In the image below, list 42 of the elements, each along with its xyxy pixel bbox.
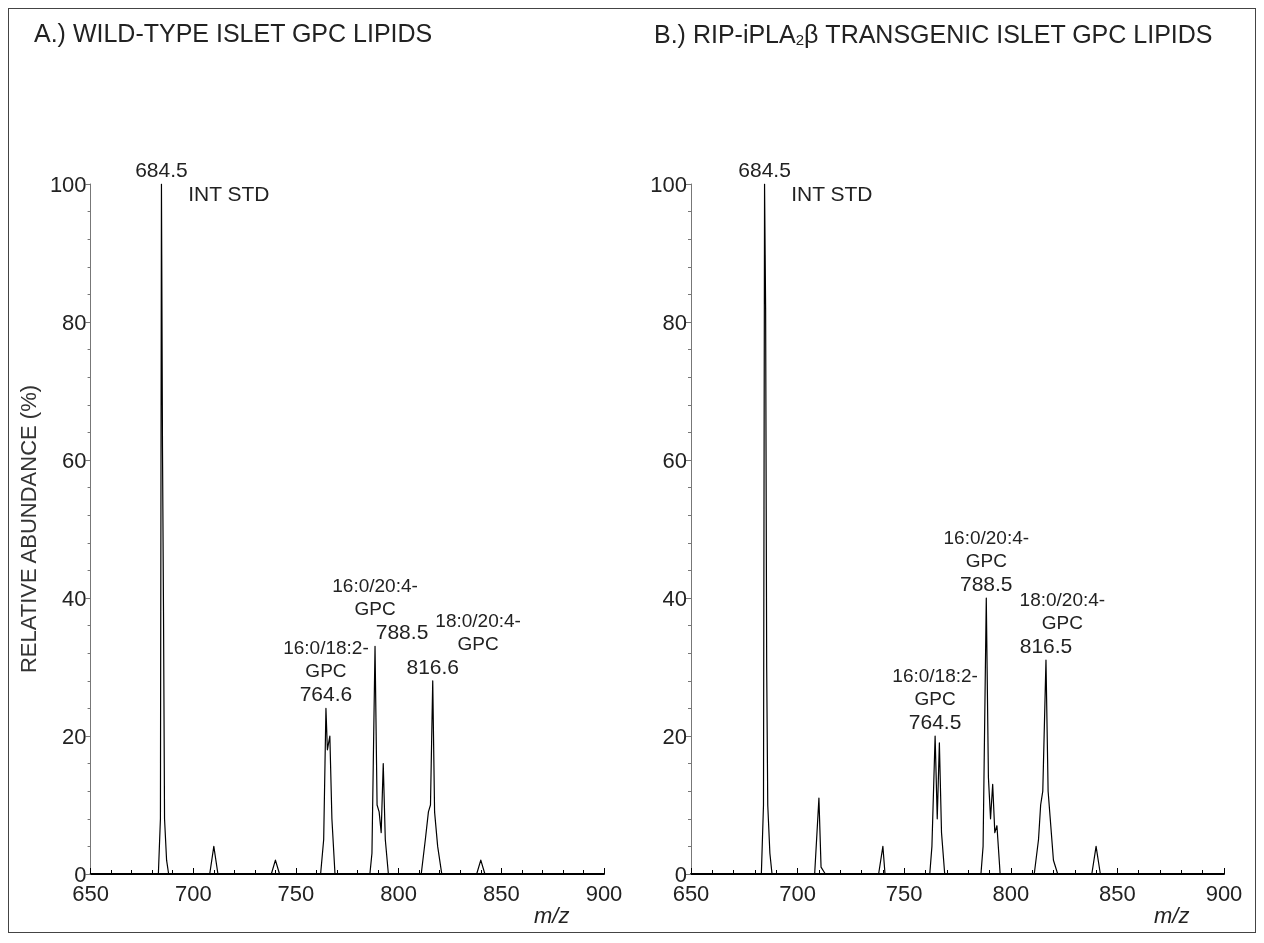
annotation: 16:0/20:4- GPC [332,575,418,620]
x-tick-label: 900 [585,880,623,906]
annotation: 16:0/18:2- GPC [283,637,369,682]
y-tick-label: 0 [674,861,687,887]
annotation: 816.6 [406,654,460,678]
x-tick-label: 750 [277,880,315,906]
y-axis-title: RELATIVE ABUNDANCE (%) [15,384,41,674]
chart-title: A.) WILD-TYPE ISLET GPC LIPIDS [34,18,433,47]
y-tick-label: 100 [49,171,87,197]
x-tick-label: 850 [1099,880,1136,906]
annotation: 788.5 [375,620,429,644]
y-tick-label: 40 [662,585,687,611]
x-axis-title: m/z [1154,902,1190,928]
y-tick-label: 20 [662,723,687,749]
y-tick-label: 60 [662,447,687,473]
annotation: 18:0/20:4- GPC [1019,589,1106,634]
annotation: 16:0/18:2- GPC [892,665,978,709]
annotation: 764.5 [908,710,962,733]
x-tick-label: 900 [1205,880,1243,906]
x-tick-label: 850 [482,880,520,906]
x-tick-label: 750 [885,880,923,906]
y-tick-label: 40 [62,585,87,611]
x-tick-label: 700 [779,880,816,906]
annotation: 816.5 [1019,634,1073,658]
x-tick-label: 800 [380,880,417,906]
y-tick-label: 80 [662,309,687,335]
y-tick-label: 60 [62,447,87,473]
y-tick-label: 20 [62,723,87,749]
annotation: 16:0/20:4- GPC [943,527,1030,571]
y-tick-label: 100 [650,171,687,197]
annotation: INT STD [791,182,873,205]
x-tick-label: 700 [174,880,212,906]
annotation: INT STD [188,182,270,205]
x-tick-label: 800 [992,880,1030,906]
annotation: 764.6 [299,682,353,706]
annotation: 18:0/20:4- GPC [435,609,521,654]
annotation: 788.5 [960,572,1013,595]
annotation: 684.5 [738,158,791,181]
y-tick-label: 0 [74,861,87,887]
y-tick-label: 80 [62,309,87,335]
x-axis-title: m/z [534,902,570,928]
annotation: 684.5 [135,158,188,181]
